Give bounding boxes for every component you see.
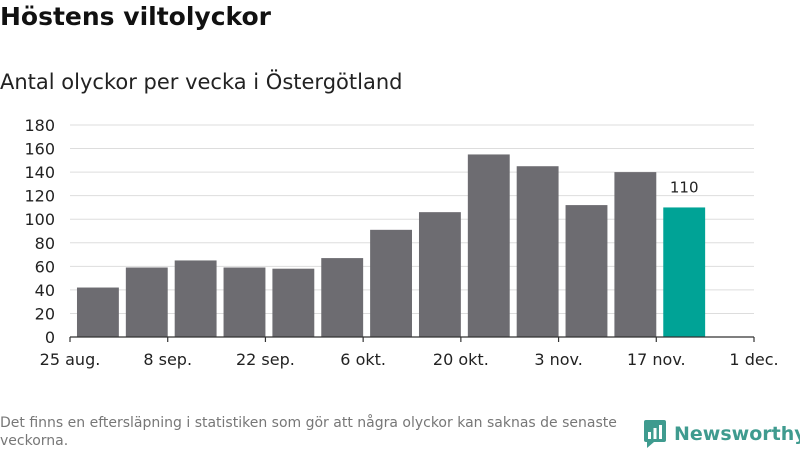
y-tick-label: 120: [24, 187, 55, 206]
y-tick-label: 60: [35, 257, 55, 276]
newsworthy-logo[interactable]: Newsworthy: [644, 419, 800, 449]
y-tick-label: 180: [24, 116, 55, 135]
bar: [76, 287, 119, 337]
x-tick-label: 1 dec.: [729, 350, 778, 369]
bar: [418, 212, 461, 337]
bar: [467, 154, 510, 337]
x-tick-label: 3 nov.: [534, 350, 583, 369]
bar: [614, 172, 657, 337]
y-tick-label: 100: [24, 210, 55, 229]
footnote: Det finns en eftersläpning i statistiken…: [0, 415, 617, 449]
bar: [125, 267, 168, 337]
newsworthy-logo-icon: [644, 420, 666, 448]
y-tick-label: 20: [35, 304, 55, 323]
newsworthy-logo-text: Newsworthy: [674, 423, 800, 445]
x-tick-label: 17 nov.: [627, 350, 686, 369]
bar-chart: 0 20 40 60 80 100 120 140 160 180 110 25 aug. 8 sep.…: [24, 116, 778, 369]
bar: [321, 258, 364, 337]
x-tick-label: 22 sep.: [236, 350, 295, 369]
chart-title: Höstens viltolyckor: [0, 2, 271, 31]
bar: [565, 205, 608, 337]
chart-subtitle: Antal olyckor per vecka i Östergötland: [0, 70, 403, 94]
y-tick-label: 40: [35, 281, 55, 300]
data-label: 110: [670, 178, 699, 196]
y-tick-label: 0: [45, 328, 55, 347]
y-tick-label: 160: [24, 140, 55, 159]
x-tick-label: 25 aug.: [40, 350, 101, 369]
y-tick-label: 140: [24, 163, 55, 182]
bar-highlighted: [663, 207, 706, 337]
y-tick-label: 80: [35, 234, 55, 253]
x-tick-label: 6 okt.: [340, 350, 386, 369]
bar: [516, 166, 559, 337]
bar: [370, 229, 412, 337]
bar: [272, 268, 315, 337]
x-tick-label: 8 sep.: [143, 350, 192, 369]
bar: [223, 267, 266, 337]
x-tick-label: 20 okt.: [433, 350, 489, 369]
bar: [174, 260, 217, 337]
